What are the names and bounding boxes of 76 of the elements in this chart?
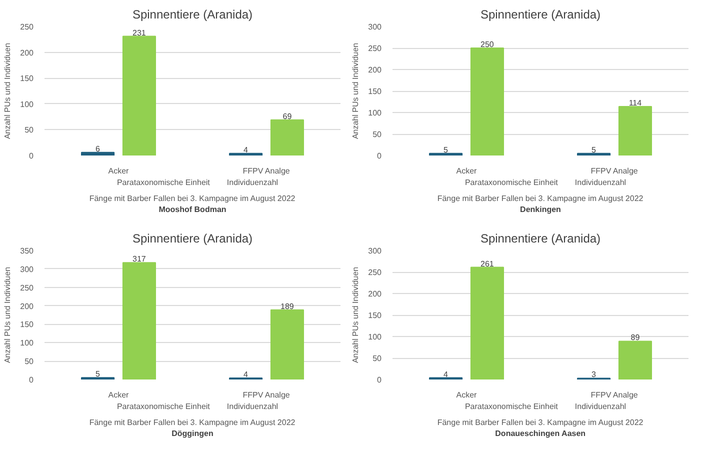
data-label: 6 bbox=[96, 144, 101, 154]
text: Fänge mit Barber Fallen bei 3. Kampagne im August 2022 bbox=[437, 418, 644, 427]
y-tick-label: 100 bbox=[368, 108, 382, 118]
y-tick-label: 250 bbox=[20, 22, 34, 32]
text: Denkingen bbox=[520, 205, 562, 214]
text: Individuenzahl bbox=[226, 178, 278, 187]
chart-title: Spinnentiere (Aranida) bbox=[132, 8, 253, 22]
y-tick-label: 300 bbox=[368, 246, 382, 256]
text: Donaueschingen Aasen bbox=[495, 429, 586, 438]
text: Parataxonomische Einheit bbox=[116, 178, 210, 187]
y-tick-label: 0 bbox=[29, 152, 34, 160]
y-tick-label: 300 bbox=[20, 264, 34, 274]
data-label: 4 bbox=[244, 145, 249, 154]
y-tick-label: 200 bbox=[368, 66, 382, 74]
x-tick-label: FFPV Analge bbox=[242, 166, 290, 176]
y-tick-label: 150 bbox=[20, 320, 34, 330]
chart-title: Spinnentiere (Aranida) bbox=[480, 232, 601, 246]
text: Individuenzahl bbox=[226, 402, 278, 411]
x-tick-label: Acker bbox=[108, 166, 130, 176]
x-tick-label: FFPV Analge bbox=[590, 166, 638, 176]
data-label: 4 bbox=[244, 370, 249, 380]
chart-title: Spinnentiere (Aranida) bbox=[132, 232, 253, 246]
y-tick-label: 0 bbox=[377, 152, 382, 160]
y-tick-label: 50 bbox=[372, 354, 382, 363]
text: Parataxonomische Einheit bbox=[464, 402, 558, 411]
data-label: 317 bbox=[132, 254, 146, 264]
y-tick-label: 250 bbox=[20, 283, 34, 292]
y-tick-label: 150 bbox=[20, 74, 34, 84]
data-label: 89 bbox=[630, 333, 640, 342]
data-label: 261 bbox=[480, 259, 494, 268]
x-tick-label: FFPV Analge bbox=[242, 390, 290, 400]
y-axis-title: Anzahl PUs und Individuen bbox=[3, 42, 12, 140]
y-tick-label: 250 bbox=[368, 268, 382, 277]
data-label: 5 bbox=[592, 145, 597, 154]
y-tick-label: 150 bbox=[368, 311, 382, 320]
text: Döggingen bbox=[172, 429, 214, 438]
chart-title: Spinnentiere (Aranida) bbox=[480, 8, 601, 22]
y-tick-label: 0 bbox=[377, 376, 382, 384]
text: Individuenzahl bbox=[574, 402, 626, 411]
text: Fänge mit Barber Fallen bei 3. Kampagne im August 2022 bbox=[437, 194, 644, 203]
x-tick-label: Acker bbox=[456, 166, 478, 176]
y-tick-label: 100 bbox=[20, 100, 34, 109]
text: Individuenzahl bbox=[574, 178, 626, 187]
y-tick-label: 200 bbox=[20, 48, 34, 58]
data-label: 69 bbox=[282, 112, 292, 121]
y-tick-label: 50 bbox=[372, 130, 382, 139]
y-tick-label: 200 bbox=[20, 302, 34, 311]
x-tick-label: FFPV Analge bbox=[590, 390, 638, 400]
y-tick-label: 50 bbox=[24, 126, 34, 135]
y-tick-label: 100 bbox=[20, 338, 34, 348]
y-tick-label: 50 bbox=[24, 357, 34, 366]
data-label: 231 bbox=[132, 28, 146, 38]
data-label: 114 bbox=[628, 98, 642, 108]
y-tick-label: 200 bbox=[368, 290, 382, 298]
text: Fänge mit Barber Fallen bei 3. Kampagne im August 2022 bbox=[89, 194, 296, 203]
y-tick-label: 100 bbox=[368, 332, 382, 342]
data-label: 189 bbox=[280, 302, 294, 311]
text: Fänge mit Barber Fallen bei 3. Kampagne im August 2022 bbox=[89, 418, 296, 427]
y-tick-label: 350 bbox=[20, 246, 34, 256]
y-axis-title: Anzahl PUs und Individuen bbox=[351, 42, 360, 140]
text: Parataxonomische Einheit bbox=[116, 402, 210, 411]
text: Parataxonomische Einheit bbox=[464, 178, 558, 187]
data-label: 5 bbox=[444, 145, 449, 154]
data-label: 3 bbox=[592, 370, 597, 380]
y-axis-title: Anzahl PUs und Individuen bbox=[351, 266, 360, 364]
y-tick-label: 0 bbox=[29, 376, 34, 384]
y-tick-label: 150 bbox=[368, 87, 382, 96]
x-tick-label: Acker bbox=[456, 390, 478, 400]
data-label: 4 bbox=[444, 370, 449, 379]
data-label: 5 bbox=[96, 370, 101, 379]
data-label: 250 bbox=[480, 40, 494, 49]
text: Mooshof Bodman bbox=[158, 205, 226, 214]
y-tick-label: 300 bbox=[368, 22, 382, 32]
y-axis-title: Anzahl PUs und Individuen bbox=[3, 266, 12, 364]
x-tick-label: Acker bbox=[108, 390, 130, 400]
y-tick-label: 250 bbox=[368, 44, 382, 53]
